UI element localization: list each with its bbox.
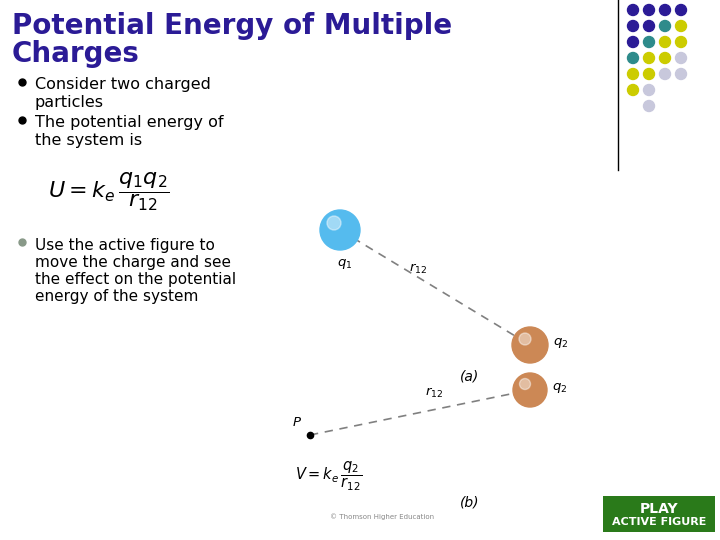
Text: © Thomson Higher Education: © Thomson Higher Education	[330, 514, 434, 520]
Circle shape	[512, 327, 548, 363]
Circle shape	[520, 379, 531, 389]
Circle shape	[327, 216, 341, 230]
Text: $V = k_e \, \dfrac{q_2}{r_{12}}$: $V = k_e \, \dfrac{q_2}{r_{12}}$	[295, 460, 362, 493]
Text: $P$: $P$	[292, 416, 302, 429]
Text: $q_2$: $q_2$	[553, 336, 568, 350]
Text: PLAY: PLAY	[639, 502, 678, 516]
Text: the effect on the potential: the effect on the potential	[35, 272, 236, 287]
Text: (b): (b)	[460, 495, 480, 509]
Text: move the charge and see: move the charge and see	[35, 255, 231, 270]
Text: The potential energy of: The potential energy of	[35, 115, 223, 130]
Text: Potential Energy of Multiple: Potential Energy of Multiple	[12, 12, 452, 40]
Circle shape	[644, 69, 654, 79]
Circle shape	[644, 37, 654, 48]
Circle shape	[644, 52, 654, 64]
Text: $r_{12}$: $r_{12}$	[425, 387, 444, 401]
Text: (a): (a)	[460, 370, 480, 384]
Circle shape	[675, 37, 686, 48]
Text: $q_2$: $q_2$	[552, 381, 567, 395]
Circle shape	[675, 52, 686, 64]
Circle shape	[675, 21, 686, 31]
Circle shape	[519, 333, 531, 345]
Circle shape	[628, 21, 639, 31]
Circle shape	[628, 4, 639, 16]
Text: $r_{12}$: $r_{12}$	[409, 261, 427, 275]
Circle shape	[644, 84, 654, 96]
Circle shape	[660, 52, 670, 64]
Circle shape	[660, 21, 670, 31]
Circle shape	[660, 69, 670, 79]
Circle shape	[644, 100, 654, 111]
Circle shape	[628, 37, 639, 48]
Text: particles: particles	[35, 95, 104, 110]
Text: energy of the system: energy of the system	[35, 289, 199, 304]
Circle shape	[644, 21, 654, 31]
Circle shape	[644, 4, 654, 16]
Text: Use the active figure to: Use the active figure to	[35, 238, 215, 253]
Circle shape	[320, 210, 360, 250]
Text: $U = k_e \, \dfrac{q_1 q_2}{r_{12}}$: $U = k_e \, \dfrac{q_1 q_2}{r_{12}}$	[48, 170, 169, 213]
Text: Consider two charged: Consider two charged	[35, 77, 211, 92]
Text: $q_1$: $q_1$	[337, 257, 353, 271]
Text: Charges: Charges	[12, 40, 140, 68]
Circle shape	[628, 84, 639, 96]
Circle shape	[675, 69, 686, 79]
Circle shape	[675, 4, 686, 16]
FancyBboxPatch shape	[603, 496, 715, 532]
Text: ACTIVE FIGURE: ACTIVE FIGURE	[612, 517, 706, 527]
Circle shape	[628, 69, 639, 79]
Circle shape	[628, 52, 639, 64]
Circle shape	[513, 373, 547, 407]
Circle shape	[660, 4, 670, 16]
Text: the system is: the system is	[35, 133, 142, 148]
Circle shape	[660, 37, 670, 48]
